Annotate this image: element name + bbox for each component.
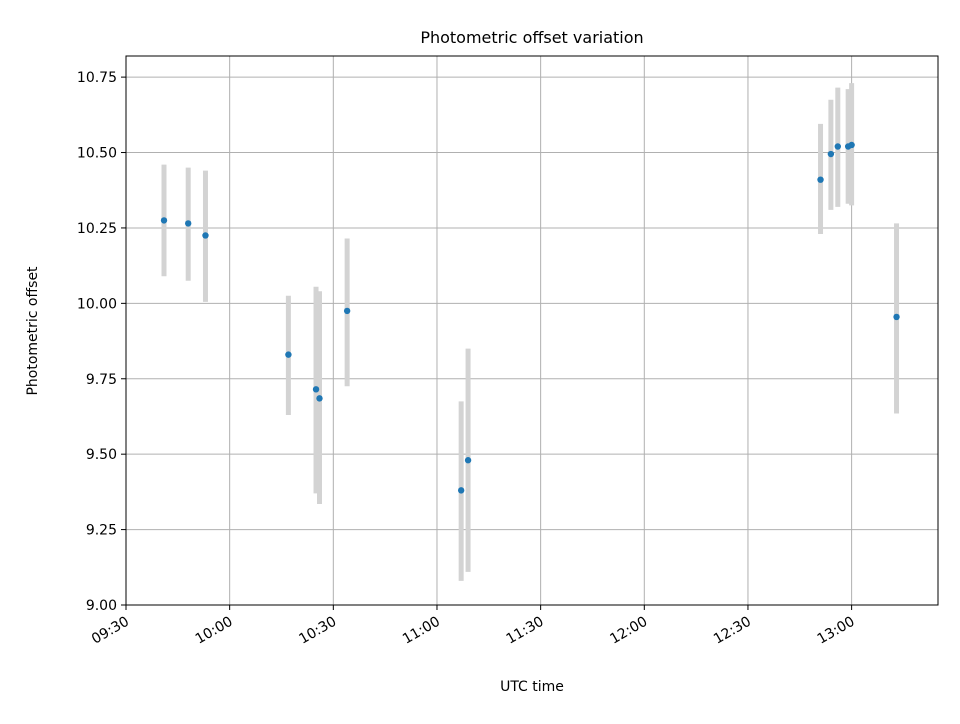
y-tick-label: 10.50 (77, 146, 117, 162)
data-point (160, 217, 168, 224)
error-bars (161, 83, 900, 581)
data-points (160, 141, 900, 494)
data-point (202, 232, 209, 239)
plot-frame (125, 55, 939, 606)
grid (125, 56, 938, 606)
x-tick-label: 11:00 (400, 614, 443, 648)
y-tick-label: 10.75 (77, 70, 117, 86)
data-point (893, 313, 900, 321)
data-point (457, 487, 465, 494)
data-point (312, 386, 320, 393)
data-point (464, 457, 472, 464)
y-axis-ticks: 9.00 9.25 9.50 9.75 10.00 10.25 10.50 10.75 (77, 70, 126, 614)
x-tick-label: 11:30 (504, 614, 547, 648)
y-tick-label: 10.00 (77, 296, 117, 312)
y-tick-label: 9.50 (86, 447, 117, 463)
x-tick-label: 12:00 (607, 614, 650, 648)
x-tick-label: 13:00 (815, 614, 858, 648)
y-axis-label: Photometric offset (25, 266, 41, 396)
y-tick-label: 9.75 (86, 372, 117, 388)
data-point (343, 307, 351, 315)
x-tick-label: 12:30 (711, 614, 754, 648)
data-point (316, 395, 323, 402)
x-axis-label: UTC time (500, 679, 564, 695)
y-tick-label: 9.00 (86, 598, 117, 614)
x-axis-ticks: 09:30 10:00 10:30 11:00 11:30 12:00 12:30 13:00 (89, 605, 858, 648)
data-point (848, 141, 855, 149)
x-tick-label: 10:30 (296, 614, 339, 648)
chart-title: Photometric offset variation (420, 28, 643, 47)
data-point (817, 176, 824, 183)
data-point (285, 351, 292, 358)
y-tick-label: 10.25 (77, 221, 117, 237)
y-tick-label: 9.25 (86, 523, 117, 539)
x-tick-label: 09:30 (89, 614, 132, 648)
x-tick-label: 10:00 (193, 614, 236, 648)
data-point (834, 143, 841, 150)
data-point (827, 150, 835, 158)
data-point (184, 220, 192, 227)
